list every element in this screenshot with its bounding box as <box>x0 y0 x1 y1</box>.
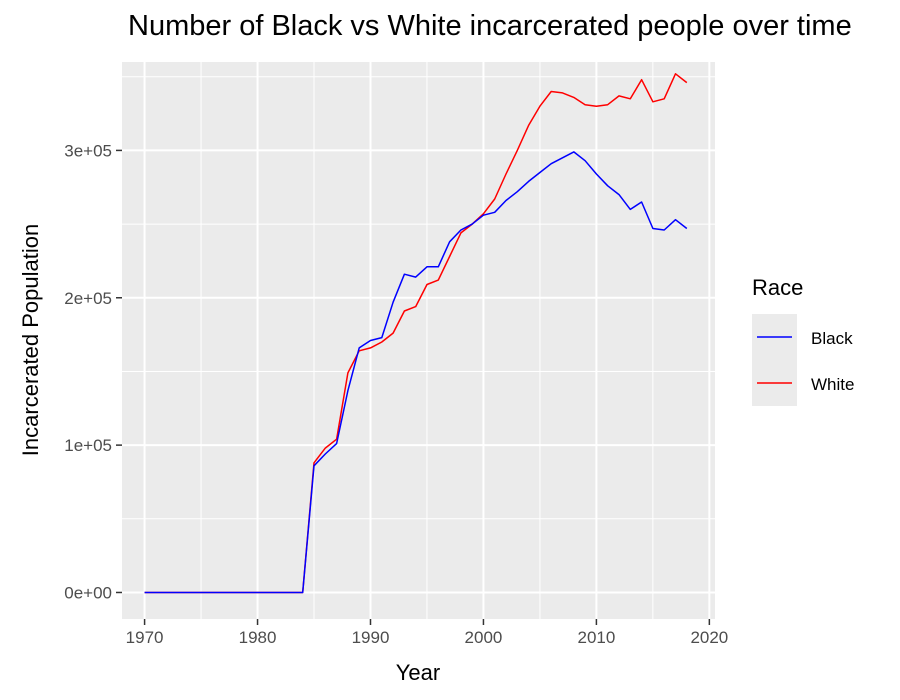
y-axis-ticks: 0e+00 1e+05 2e+05 3e+05 <box>64 141 122 602</box>
chart-title: Number of Black vs White incarcerated pe… <box>128 10 852 42</box>
legend-label-black: Black <box>811 329 853 348</box>
x-tick-label: 2010 <box>577 628 615 647</box>
series-line-black <box>144 151 688 594</box>
legend-title: Race <box>752 275 803 300</box>
x-tick-label: 1990 <box>352 628 390 647</box>
plot-panel <box>122 62 715 619</box>
y-axis-title: Incarcerated Population <box>18 224 43 456</box>
series-lines <box>144 73 688 594</box>
y-tick-label: 2e+05 <box>64 289 112 308</box>
y-tick-label: 3e+05 <box>64 141 112 160</box>
minor-gridlines <box>122 62 715 619</box>
x-tick-label: 2020 <box>690 628 728 647</box>
x-tick-label: 2000 <box>465 628 503 647</box>
legend: Race Black White <box>752 275 854 406</box>
legend-label-white: White <box>811 375 854 394</box>
legend-key-background <box>752 314 797 406</box>
y-tick-label: 0e+00 <box>64 583 112 602</box>
x-tick-label: 1970 <box>126 628 164 647</box>
y-tick-label: 1e+05 <box>64 436 112 455</box>
x-tick-label: 1980 <box>239 628 277 647</box>
x-axis-ticks: 1970 1980 1990 2000 2010 2020 <box>126 619 728 647</box>
x-axis-title: Year <box>396 660 440 685</box>
